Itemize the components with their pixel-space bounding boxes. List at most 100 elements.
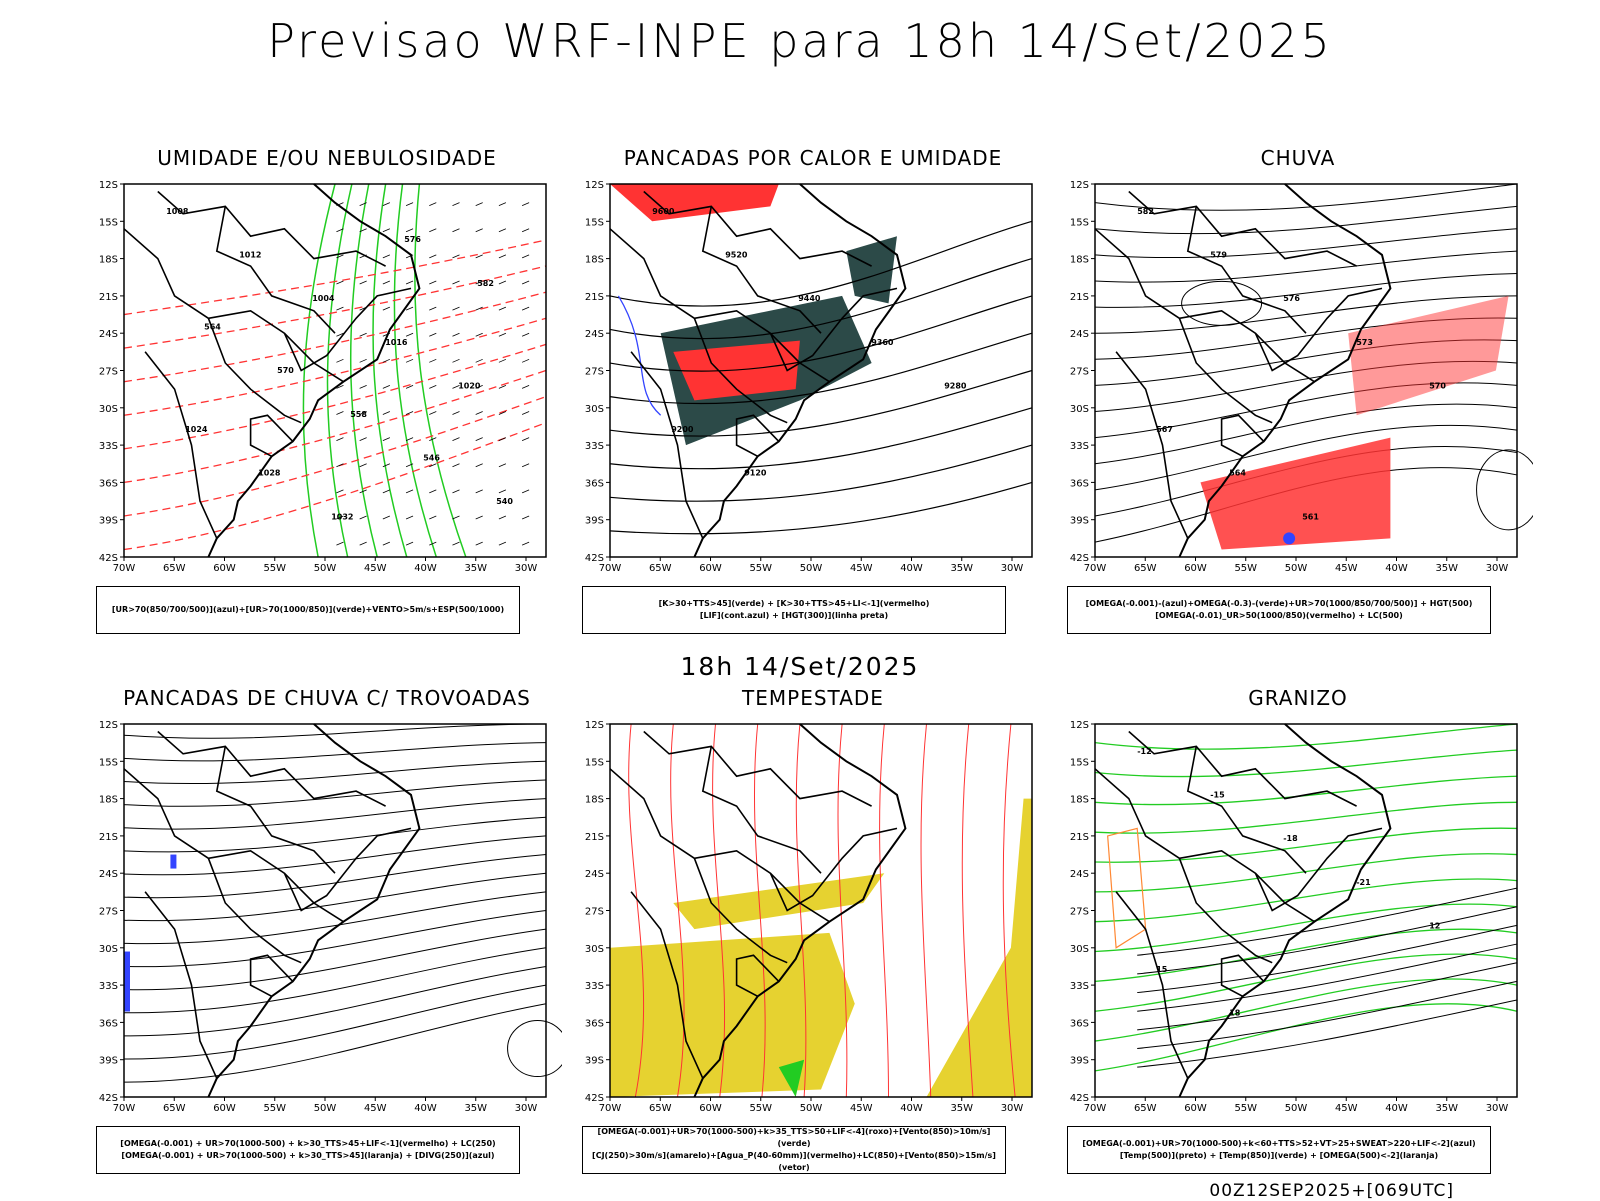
legend-line-2: [LIF](cont.azul) + [HGT(300)](linha pret… <box>699 611 889 620</box>
wind-vector <box>475 202 483 207</box>
temp-850-contour <box>1094 853 1518 893</box>
wind-vector <box>498 228 507 233</box>
wind-vector <box>452 202 460 207</box>
map-tempestade: 12S 15S 18S 21S 24S 27S 30S 33S 36S 39S 42S 70W 65W 6… <box>578 716 1048 1116</box>
temp-500-contour <box>1137 999 1518 1068</box>
lon-tick-label: 70W <box>599 563 622 574</box>
contour-label: -18 <box>1283 834 1298 843</box>
map-plot: 582 579 576 573 570 567 564 561 12S 15S 18S 21S 24S 2… <box>1070 180 1542 574</box>
streamline <box>1094 273 1518 308</box>
wind-vector <box>475 489 483 494</box>
state-border <box>1094 768 1273 964</box>
lat-tick-label: 33S <box>585 441 604 452</box>
lat-tick-label: 21S <box>1070 292 1089 303</box>
temp-500-contour <box>1137 906 1518 975</box>
coastline <box>1178 723 1392 1098</box>
contour-label: 1020 <box>458 381 481 390</box>
state-border <box>701 746 822 874</box>
lat-tick-label: 33S <box>585 981 604 992</box>
panel-title: PANCADAS DE CHUVA C/ TROVOADAS <box>123 686 531 710</box>
unstable-area <box>610 184 779 222</box>
wind-vector <box>382 280 391 285</box>
water-contour <box>628 723 645 1098</box>
wind-850-area <box>778 1059 805 1097</box>
wind-vector <box>382 306 391 311</box>
run-time-footer: 00Z12SEP2025+[069UTC] <box>1209 1181 1454 1201</box>
lat-tick-label: 24S <box>1070 329 1089 340</box>
legend-line-1: [OMEGA(-0.001)+UR>70(1000-500)+k<60+TTS>… <box>1082 1139 1476 1148</box>
legend: [K>30+TTS>45](verde) + [K>30+TTS>45+LI<-… <box>582 586 1006 634</box>
geography <box>609 183 907 558</box>
contour-label: 576 <box>404 235 421 244</box>
wind-vector <box>498 463 507 468</box>
wind-vector <box>475 463 483 468</box>
lon-tick-label: 70W <box>1084 563 1107 574</box>
wind-vector <box>405 541 414 546</box>
temp-850-contour <box>1094 749 1518 778</box>
wind-vector <box>452 280 460 285</box>
lon-tick-label: 45W <box>364 1103 387 1114</box>
wind-vector <box>382 202 391 207</box>
state-border <box>1254 287 1383 372</box>
lat-tick-label: 21S <box>99 292 118 303</box>
streamline <box>123 947 547 1014</box>
lat-tick-label: 33S <box>1070 981 1089 992</box>
contour-label: 561 <box>1302 512 1319 521</box>
lat-tick-label: 12S <box>99 180 118 191</box>
contour-label: 582 <box>477 279 494 288</box>
contour-label: 540 <box>496 497 513 506</box>
wind-vector <box>521 254 530 259</box>
lat-tick-label: 27S <box>1070 907 1089 918</box>
hgt-contour <box>609 258 1033 340</box>
state-border <box>609 228 788 424</box>
wind-vector <box>498 541 507 546</box>
lat-tick-label: 27S <box>585 907 604 918</box>
coastline <box>1178 183 1392 558</box>
wind-vector <box>359 541 367 546</box>
state-border <box>1094 228 1273 424</box>
lon-tick-label: 50W <box>800 1103 823 1114</box>
map-pancadas-calor: 9600 9520 9440 9360 9280 9200 9120 12S 15S 18S 21S… <box>578 176 1048 576</box>
temp-500-contour <box>1137 887 1518 956</box>
contour-label: 582 <box>1137 207 1154 216</box>
main-title: Previsao WRF-INPE para 18h 14/Set/2025 <box>267 14 1333 68</box>
contour-label: 1032 <box>331 512 353 521</box>
lat-tick-label: 15S <box>99 217 118 228</box>
water-contour <box>1002 723 1016 1098</box>
contour-label: -15 <box>1210 790 1225 799</box>
map-plot: -12 -15 -18 -21 12 15 18 12S 15S 18S 21S 24S 27S 30S 3… <box>1070 720 1518 1114</box>
jet-area <box>673 873 885 930</box>
temp-850-contour <box>1094 928 1518 983</box>
contour-label: 9120 <box>744 469 767 478</box>
wind-vector <box>429 306 437 311</box>
state-border <box>283 287 412 372</box>
wind-vector <box>475 254 483 259</box>
lat-tick-label: 21S <box>585 292 604 303</box>
wind-vector <box>429 541 437 546</box>
contour-label: 564 <box>1229 469 1246 478</box>
contour-label: 15 <box>1156 965 1168 974</box>
wind-vector <box>452 541 460 546</box>
wind-vector <box>359 385 367 389</box>
legend: [OMEGA(-0.001)+UR>70(1000-500)+k<60+TTS>… <box>1067 1126 1491 1174</box>
lat-tick-label: 33S <box>99 441 118 452</box>
contour-label: 9200 <box>671 425 694 434</box>
hgt-contour <box>609 407 1033 470</box>
lon-tick-label: 30W <box>1486 1103 1509 1114</box>
wind-vector <box>475 358 483 363</box>
wind-vector <box>429 515 437 520</box>
lon-tick-label: 40W <box>1385 1103 1408 1114</box>
lat-tick-label: 42S <box>1070 553 1089 564</box>
hgt-contour <box>609 295 1033 372</box>
state-border <box>215 746 336 874</box>
wind-vector <box>336 541 344 546</box>
wind-vector <box>336 332 344 337</box>
contour-label: 9360 <box>871 338 894 347</box>
streamline <box>123 910 547 968</box>
streamline <box>123 760 547 785</box>
map-frame <box>123 183 547 558</box>
lat-tick-label: 18S <box>585 255 604 266</box>
convective-area <box>846 236 897 304</box>
lon-tick-label: 35W <box>1435 1103 1458 1114</box>
lat-tick-label: 42S <box>99 1093 118 1104</box>
